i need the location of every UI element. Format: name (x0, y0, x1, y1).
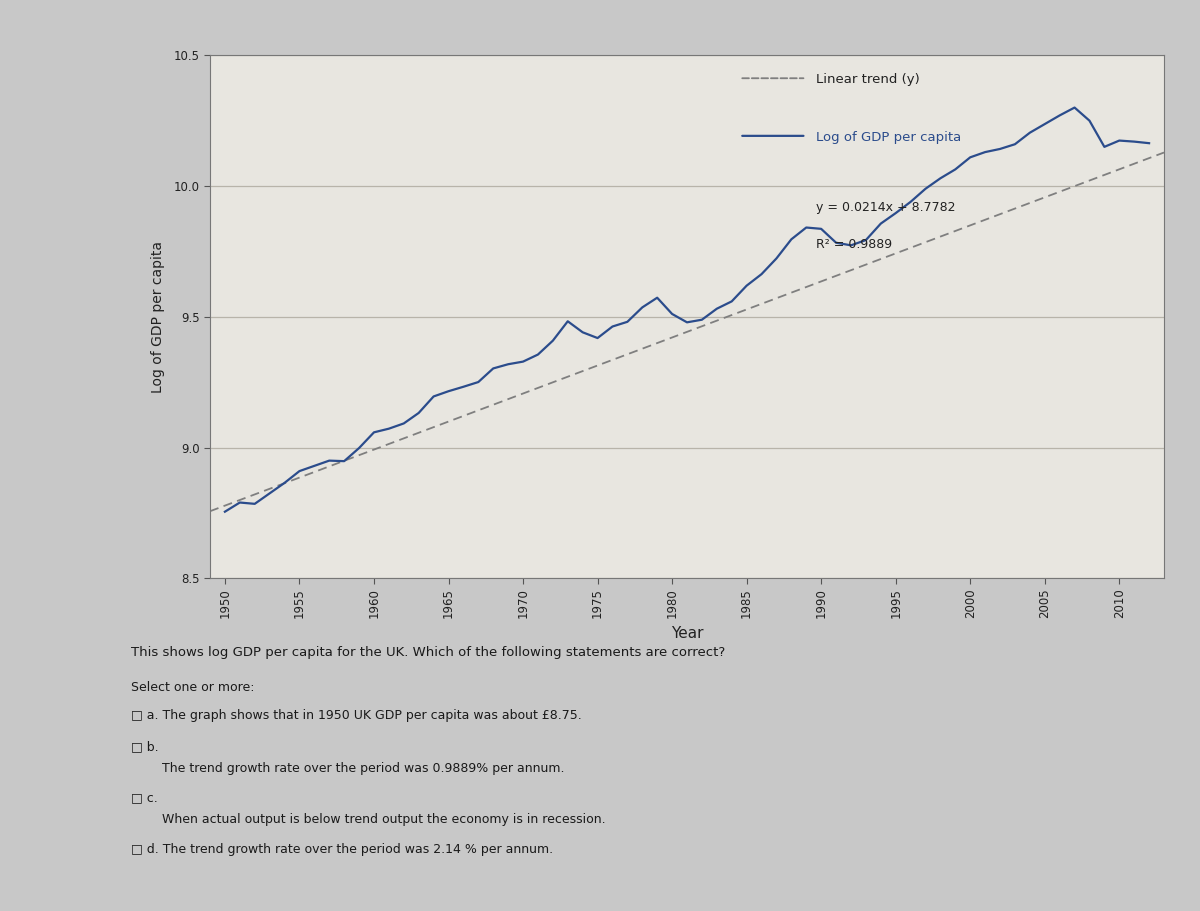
Text: R² = 0.9889: R² = 0.9889 (816, 238, 892, 251)
Text: □ d. The trend growth rate over the period was 2.14 % per annum.: □ d. The trend growth rate over the peri… (131, 843, 553, 855)
Text: The trend growth rate over the period was 0.9889% per annum.: The trend growth rate over the period wa… (162, 762, 565, 775)
Text: Log of GDP per capita: Log of GDP per capita (816, 130, 961, 144)
Text: This shows log GDP per capita for the UK. Which of the following statements are : This shows log GDP per capita for the UK… (131, 646, 725, 659)
Text: □ a. The graph shows that in 1950 UK GDP per capita was about £8.75.: □ a. The graph shows that in 1950 UK GDP… (131, 709, 581, 722)
Text: Linear trend (y): Linear trend (y) (816, 73, 919, 86)
Text: Select one or more:: Select one or more: (131, 681, 254, 694)
X-axis label: Year: Year (671, 627, 703, 641)
Text: y = 0.0214x + 8.7782: y = 0.0214x + 8.7782 (816, 201, 955, 214)
Text: □ b.: □ b. (131, 741, 158, 753)
Y-axis label: Log of GDP per capita: Log of GDP per capita (151, 241, 166, 393)
Text: □ c.: □ c. (131, 792, 157, 804)
Text: When actual output is below trend output the economy is in recession.: When actual output is below trend output… (162, 814, 606, 826)
